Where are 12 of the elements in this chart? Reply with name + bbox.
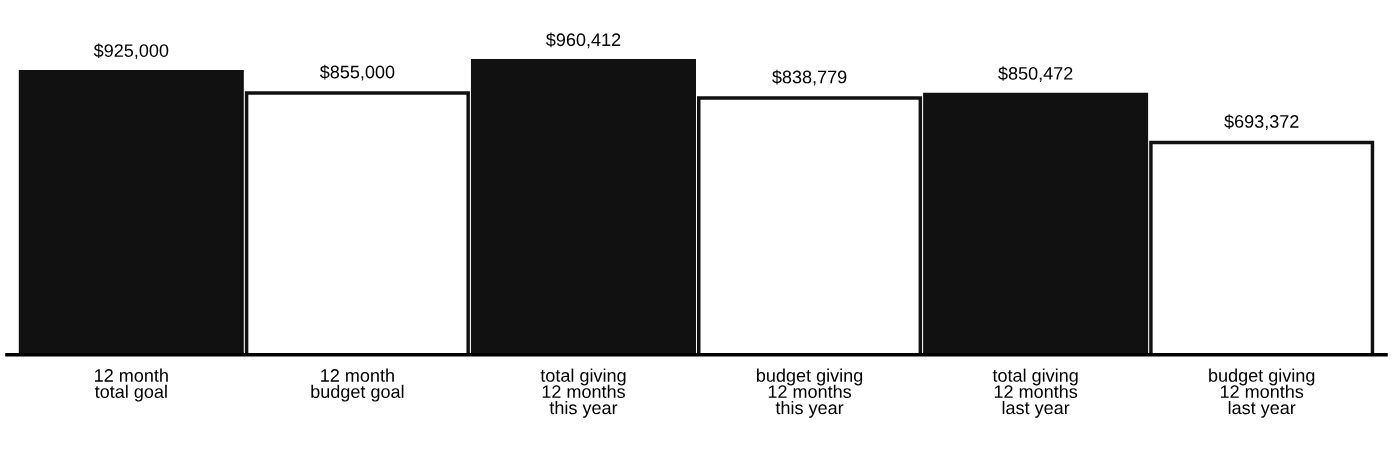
data-label: $850,472 bbox=[998, 66, 1073, 82]
x-tick-label: budget giving 12 months last year bbox=[1209, 368, 1315, 418]
x-tick-label: 12 month total goal bbox=[94, 368, 168, 402]
data-label: $693,372 bbox=[1224, 114, 1299, 130]
x-tick-label: total giving 12 months last year bbox=[992, 368, 1078, 418]
data-label: $838,779 bbox=[772, 69, 847, 86]
x-tick-label: budget giving 12 months this year bbox=[757, 368, 863, 418]
x-tick-label: 12 month budget goal bbox=[311, 368, 404, 402]
data-label: $925,000 bbox=[93, 43, 169, 60]
data-label: $855,000 bbox=[319, 64, 395, 81]
data-label: $960,412 bbox=[546, 32, 621, 49]
x-tick-label: total giving 12 months this year bbox=[540, 368, 626, 418]
